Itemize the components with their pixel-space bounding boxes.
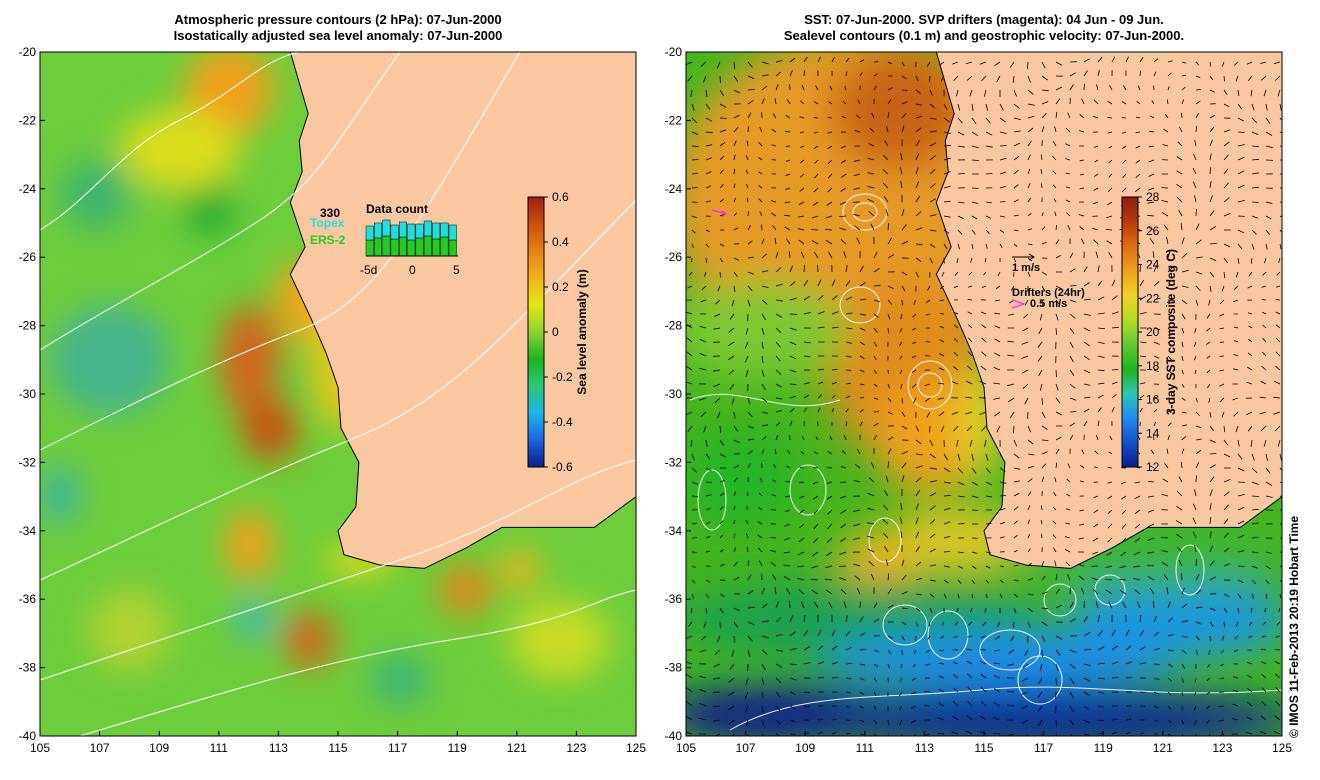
sst-colorbar-label: 3-day SST composite (deg C) bbox=[1164, 249, 1178, 415]
left-lon-tick: 113 bbox=[269, 741, 288, 755]
left-lon-tick: 111 bbox=[210, 741, 229, 755]
left-lon-tick: 109 bbox=[149, 741, 169, 755]
sea-level-colorbar-tick: -0.4 bbox=[552, 415, 573, 429]
sst-colorbar-tick: 20 bbox=[1146, 325, 1160, 339]
left-lat-tick: -40 bbox=[19, 729, 37, 743]
right-lat-tick: -22 bbox=[665, 113, 683, 127]
left-lon-tick: 119 bbox=[448, 741, 467, 755]
drifters-label: Drifters (24hr) bbox=[1012, 287, 1085, 299]
right-lat-tick: -34 bbox=[665, 524, 683, 538]
imos-credit: © IMOS 11-Feb-2013 20:19 Hobart Time bbox=[1287, 515, 1301, 738]
right-title-line1: SST: 07-Jun-2000. SVP drifters (magenta)… bbox=[804, 12, 1164, 27]
left-title-line2: Isostatically adjusted sea level anomaly… bbox=[173, 28, 503, 43]
right-lon-tick: 105 bbox=[676, 741, 696, 755]
left-lat-tick: -28 bbox=[19, 319, 37, 333]
right-map-axes: 105 107 109 111 113 115 117 119 121 123 125 -20 -22 -… bbox=[665, 45, 1293, 755]
right-lon-tick: 121 bbox=[1153, 741, 1173, 755]
sst-colorbar-tick: 26 bbox=[1146, 224, 1160, 238]
right-lon-tick: 117 bbox=[1034, 741, 1053, 755]
left-lat-tick: -26 bbox=[19, 250, 37, 264]
right-lat-tick: -28 bbox=[665, 319, 683, 333]
left-panel-title: Atmospheric pressure contours (2 hPa): 0… bbox=[40, 12, 636, 44]
sea-level-colorbar-tick: 0.6 bbox=[552, 190, 569, 204]
right-lat-tick: -20 bbox=[665, 45, 683, 59]
velocity-legend: 1 m/s Drifters (24hr) 0.5 m/s bbox=[1011, 253, 1085, 310]
sst-colorbar: 28 26 24 22 20 18 16 14 12 3-day SST composite (… bbox=[1121, 190, 1178, 474]
sst-colorbar-tick: 24 bbox=[1146, 258, 1160, 272]
right-lon-tick: 119 bbox=[1094, 741, 1113, 755]
left-lat-tick: -34 bbox=[19, 524, 37, 538]
left-lon-tick: 105 bbox=[30, 741, 50, 755]
sea-level-colorbar-label: Sea level anomaly (m) bbox=[575, 269, 589, 394]
right-lat-tick: -32 bbox=[665, 455, 683, 469]
data-count-value: 330 bbox=[320, 206, 340, 220]
inset-tick-5: 5 bbox=[453, 263, 460, 277]
right-lon-tick: 125 bbox=[1272, 741, 1292, 755]
left-map bbox=[40, 52, 636, 736]
right-panel-title: SST: 07-Jun-2000. SVP drifters (magenta)… bbox=[686, 12, 1282, 44]
right-lat-tick: -26 bbox=[665, 250, 683, 264]
sst-colorbar-gradient bbox=[1121, 196, 1139, 468]
right-lat-tick: -36 bbox=[665, 592, 683, 606]
drifter-speed-label: 0.5 m/s bbox=[1030, 298, 1067, 310]
left-lat-tick: -30 bbox=[19, 387, 37, 401]
left-lat-tick: -22 bbox=[19, 113, 37, 127]
velocity-arrow-icon bbox=[1012, 253, 1035, 261]
sea-level-colorbar-tick: 0.4 bbox=[552, 235, 569, 249]
left-lon-tick: 117 bbox=[388, 741, 407, 755]
sea-level-colorbar-tick: 0.2 bbox=[552, 280, 569, 294]
velocity-scale-label: 1 m/s bbox=[1012, 262, 1040, 274]
ers2-legend-label: ERS-2 bbox=[310, 233, 346, 247]
left-lat-tick: -24 bbox=[19, 182, 37, 196]
topex-legend-label: Topex bbox=[310, 216, 345, 230]
left-lon-tick: 123 bbox=[566, 741, 586, 755]
right-lon-tick: 111 bbox=[856, 741, 875, 755]
sea-level-colorbar-tick: -0.6 bbox=[552, 460, 573, 474]
sst-colorbar-tick: 14 bbox=[1146, 426, 1160, 440]
left-lon-tick: 107 bbox=[90, 741, 110, 755]
inset-tick-0: 0 bbox=[409, 263, 416, 277]
sea-level-colorbar-tick: -0.2 bbox=[552, 370, 573, 384]
left-lon-tick: 121 bbox=[507, 741, 527, 755]
sst-colorbar-tick: 28 bbox=[1146, 190, 1160, 204]
sea-level-colorbar-gradient bbox=[527, 196, 545, 468]
right-lat-tick: -40 bbox=[665, 729, 683, 743]
sea-level-colorbar-tick: 0 bbox=[552, 325, 559, 339]
right-lat-tick: -30 bbox=[665, 387, 683, 401]
right-lon-tick: 107 bbox=[736, 741, 756, 755]
drifter-arrow-icon bbox=[1011, 299, 1026, 309]
left-lon-tick: 115 bbox=[328, 741, 347, 755]
sea-level-colorbar: 0.6 0.4 0.2 0 -0.2 -0.4 -0.6 Sea level anomaly… bbox=[527, 190, 589, 474]
left-lat-tick: -38 bbox=[19, 661, 37, 675]
sst-colorbar-tick: 18 bbox=[1146, 359, 1160, 373]
sst-colorbar-tick: 16 bbox=[1146, 393, 1160, 407]
right-lat-tick: -24 bbox=[665, 182, 683, 196]
left-map-axes: 105 107 109 111 113 115 117 119 121 123 125 -20 -22 -… bbox=[19, 45, 647, 755]
left-lat-tick: -32 bbox=[19, 455, 37, 469]
left-title-line1: Atmospheric pressure contours (2 hPa): 0… bbox=[174, 12, 502, 27]
left-lon-tick: 125 bbox=[626, 741, 646, 755]
sst-colorbar-tick: 12 bbox=[1146, 460, 1160, 474]
data-count-inset: 330 Data count Topex ERS-2 -5d 0 5 bbox=[310, 202, 460, 277]
right-lon-tick: 113 bbox=[915, 741, 934, 755]
right-lon-tick: 109 bbox=[795, 741, 815, 755]
inset-tick-minus5d: -5d bbox=[360, 263, 377, 277]
right-map bbox=[686, 52, 1282, 736]
left-lat-tick: -36 bbox=[19, 592, 37, 606]
data-count-title: Data count bbox=[366, 202, 428, 216]
right-lat-tick: -38 bbox=[665, 661, 683, 675]
left-lat-tick: -20 bbox=[19, 45, 37, 59]
right-lon-tick: 115 bbox=[974, 741, 993, 755]
sst-colorbar-tick: 22 bbox=[1146, 291, 1160, 305]
right-title-line2: Sealevel contours (0.1 m) and geostrophi… bbox=[783, 28, 1185, 43]
right-lon-tick: 123 bbox=[1212, 741, 1232, 755]
